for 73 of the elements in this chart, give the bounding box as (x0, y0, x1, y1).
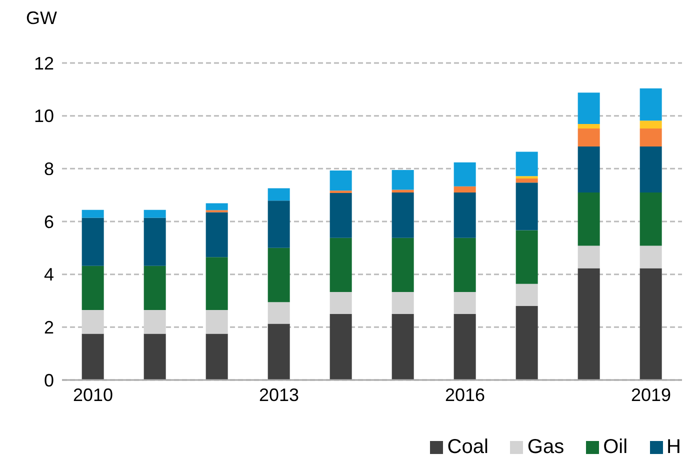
bar (330, 314, 352, 380)
legend-label: Gas (527, 436, 564, 459)
bar (268, 248, 290, 302)
bar (640, 192, 662, 246)
bar (454, 314, 476, 380)
bar (578, 268, 600, 380)
bar (206, 310, 228, 334)
bar (578, 124, 600, 129)
bar (640, 268, 662, 380)
x-tick-label: 2019 (630, 384, 672, 405)
bar (330, 170, 352, 191)
bar (82, 218, 104, 266)
bar (578, 92, 600, 124)
bar (82, 334, 104, 380)
x-tick-label: 2013 (258, 384, 300, 405)
y-tick-label: 12 (34, 53, 54, 74)
bar (268, 302, 290, 324)
y-tick-label: 8 (44, 159, 54, 180)
x-tick-label: 2010 (72, 384, 114, 405)
bar (516, 284, 538, 306)
bar (144, 310, 166, 334)
bar (144, 218, 166, 266)
bar (640, 88, 662, 121)
bar (392, 192, 414, 238)
bar (454, 186, 476, 192)
bar (206, 203, 228, 210)
bar (392, 170, 414, 190)
bar (454, 192, 476, 238)
bar (82, 210, 104, 218)
bar (144, 210, 166, 218)
bar (516, 182, 538, 230)
y-tick-label: 0 (44, 370, 54, 390)
bar (516, 230, 538, 284)
y-tick-label: 4 (44, 264, 54, 285)
bar (640, 246, 662, 268)
bar (392, 314, 414, 380)
legend-label: H (666, 436, 681, 459)
bar (82, 310, 104, 334)
bar (268, 324, 290, 380)
bar (392, 238, 414, 292)
x-tick-label: 2016 (444, 384, 486, 405)
bar (82, 266, 104, 310)
bar (516, 178, 538, 183)
legend-label: Coal (447, 436, 488, 459)
bar (206, 257, 228, 310)
bar (578, 192, 600, 246)
y-tick-label: 10 (34, 106, 54, 126)
y-tick-label: 2 (44, 318, 54, 338)
bar (268, 188, 290, 201)
y-axis-title: GW (26, 8, 57, 29)
bar (330, 292, 352, 314)
bar (206, 334, 228, 380)
bar (578, 146, 600, 192)
bar (516, 306, 538, 380)
y-tick-label: 6 (44, 212, 54, 232)
bar (640, 120, 662, 129)
bar (268, 200, 290, 248)
bar (330, 238, 352, 292)
bar (454, 238, 476, 292)
bar (206, 212, 228, 258)
legend-label: Oil (603, 436, 628, 459)
bar (578, 128, 600, 146)
bar (516, 152, 538, 176)
bar (392, 292, 414, 314)
bar (640, 146, 662, 192)
bar (454, 162, 476, 186)
bar (640, 128, 662, 146)
bar (392, 190, 414, 192)
bar (578, 246, 600, 268)
bar (144, 266, 166, 310)
bar (144, 334, 166, 380)
bar (454, 292, 476, 314)
bar (330, 192, 352, 238)
